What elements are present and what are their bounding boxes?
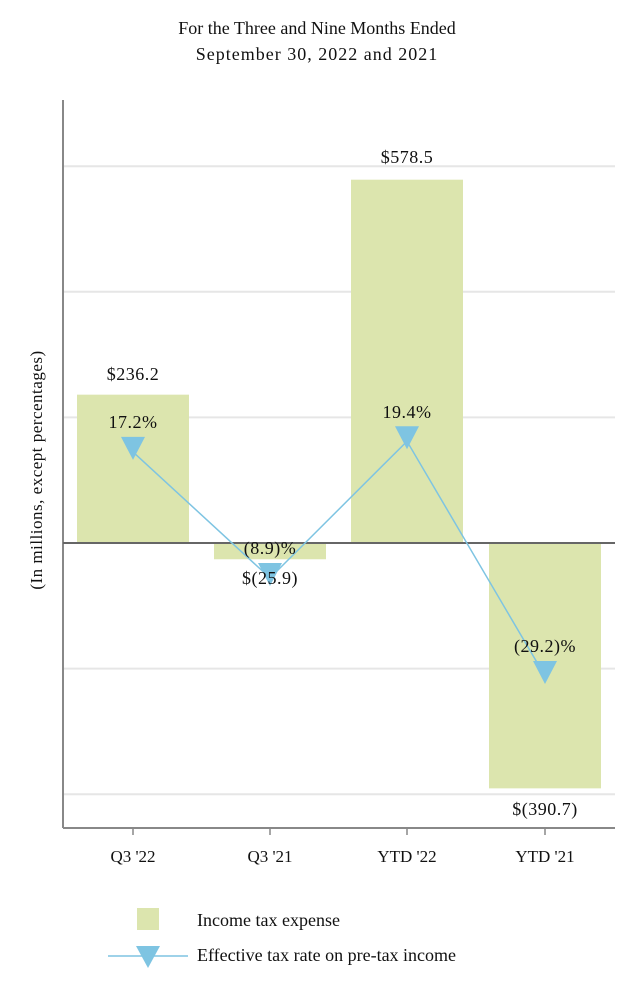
chart-subtitle: September 30, 2022 and 2021 — [196, 44, 438, 64]
tax-rate-marker — [395, 426, 419, 450]
tax-rate-line — [132, 440, 546, 677]
bar-value-label: $(25.9) — [242, 568, 298, 589]
rate-value-label: (29.2)% — [514, 636, 576, 657]
x-tick-label: YTD '21 — [515, 847, 574, 866]
bar-0 — [77, 394, 189, 543]
legend-label-income-tax: Income tax expense — [197, 910, 340, 930]
rate-value-label: 19.4% — [383, 402, 432, 422]
x-tick-label: Q3 '21 — [247, 847, 292, 866]
chart-title: For the Three and Nine Months Ended — [178, 18, 456, 38]
rate-value-label: (8.9)% — [244, 538, 296, 559]
legend-marker-triangle-icon — [136, 946, 160, 968]
bar-value-label: $(390.7) — [512, 799, 578, 820]
legend-swatch-income-tax — [137, 908, 159, 930]
x-tick-label: YTD '22 — [377, 847, 436, 866]
tax-rate-marker — [533, 661, 557, 685]
bar-value-label: $236.2 — [107, 364, 160, 384]
y-axis-label: (In millions, except percentages) — [27, 350, 46, 589]
bar-2 — [351, 179, 463, 543]
legend-label-tax-rate: Effective tax rate on pre-tax income — [197, 945, 456, 965]
legend: Income tax expense Effective tax rate on… — [108, 908, 456, 968]
bar-value-label: $578.5 — [381, 147, 434, 167]
tax-rate-marker — [258, 562, 282, 586]
bar-1 — [214, 543, 326, 560]
tax-rate-marker — [121, 436, 145, 460]
rate-value-label: 17.2% — [109, 412, 158, 432]
x-tick-label: Q3 '22 — [110, 847, 155, 866]
